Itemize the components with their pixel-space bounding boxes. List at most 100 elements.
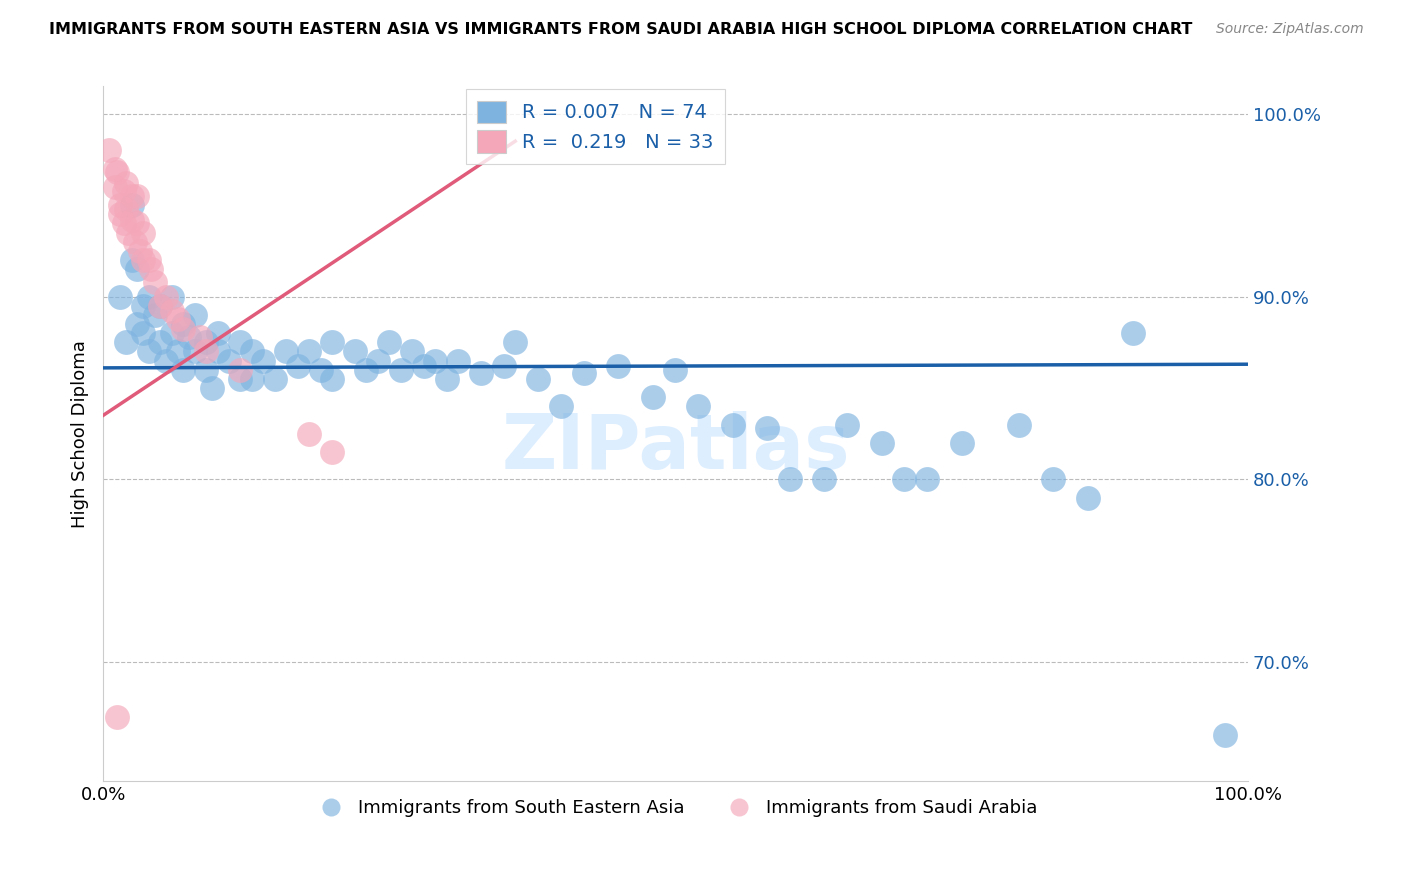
Point: [112, 184, 135, 198]
Point: [229, 335, 252, 350]
Point: [166, 344, 188, 359]
Point: [503, 335, 526, 350]
Point: [121, 253, 143, 268]
Point: [117, 226, 139, 240]
Point: [155, 289, 177, 303]
Point: [893, 472, 915, 486]
Point: [160, 289, 183, 303]
Point: [132, 299, 155, 313]
Y-axis label: High School Diploma: High School Diploma: [72, 340, 89, 527]
Point: [207, 344, 229, 359]
Point: [356, 362, 378, 376]
Point: [105, 710, 128, 724]
Point: [412, 359, 434, 373]
Point: [240, 344, 263, 359]
Point: [813, 472, 835, 486]
Point: [183, 344, 205, 359]
Point: [143, 275, 166, 289]
Point: [138, 344, 160, 359]
Point: [321, 372, 343, 386]
Point: [572, 367, 595, 381]
Text: IMMIGRANTS FROM SOUTH EASTERN ASIA VS IMMIGRANTS FROM SAUDI ARABIA HIGH SCHOOL D: IMMIGRANTS FROM SOUTH EASTERN ASIA VS IM…: [49, 22, 1192, 37]
Point: [950, 435, 973, 450]
Point: [527, 372, 550, 386]
Point: [423, 353, 446, 368]
Point: [252, 353, 274, 368]
Point: [229, 372, 252, 386]
Point: [121, 189, 143, 203]
Point: [195, 344, 218, 359]
Text: ZIPatlas: ZIPatlas: [501, 410, 849, 484]
Point: [110, 207, 132, 221]
Point: [149, 299, 172, 313]
Point: [112, 217, 135, 231]
Point: [367, 353, 389, 368]
Point: [378, 335, 401, 350]
Point: [1042, 472, 1064, 486]
Point: [721, 417, 744, 432]
Point: [1008, 417, 1031, 432]
Point: [103, 180, 125, 194]
Point: [110, 198, 132, 212]
Point: [447, 353, 470, 368]
Point: [103, 161, 125, 176]
Legend: Immigrants from South Eastern Asia, Immigrants from Saudi Arabia: Immigrants from South Eastern Asia, Immi…: [307, 791, 1045, 824]
Point: [837, 417, 859, 432]
Point: [127, 217, 149, 231]
Point: [190, 330, 212, 344]
Point: [1213, 728, 1236, 742]
Point: [127, 189, 149, 203]
Point: [1122, 326, 1144, 340]
Point: [287, 359, 309, 373]
Point: [401, 344, 423, 359]
Point: [143, 308, 166, 322]
Point: [121, 212, 143, 227]
Point: [115, 176, 138, 190]
Point: [124, 235, 146, 249]
Point: [155, 353, 177, 368]
Point: [664, 362, 686, 376]
Point: [97, 144, 120, 158]
Point: [756, 421, 779, 435]
Point: [779, 472, 801, 486]
Point: [138, 289, 160, 303]
Point: [641, 390, 664, 404]
Point: [229, 362, 252, 376]
Point: [128, 244, 150, 258]
Point: [298, 426, 321, 441]
Point: [127, 317, 149, 331]
Point: [149, 335, 172, 350]
Point: [688, 399, 710, 413]
Point: [149, 299, 172, 313]
Point: [141, 262, 163, 277]
Point: [207, 326, 229, 340]
Point: [470, 367, 492, 381]
Point: [172, 322, 194, 336]
Point: [195, 362, 218, 376]
Point: [550, 399, 572, 413]
Point: [160, 304, 183, 318]
Point: [160, 326, 183, 340]
Point: [110, 289, 132, 303]
Point: [195, 335, 218, 350]
Point: [607, 359, 630, 373]
Point: [132, 226, 155, 240]
Point: [127, 262, 149, 277]
Point: [115, 202, 138, 216]
Point: [436, 372, 458, 386]
Point: [115, 335, 138, 350]
Point: [132, 326, 155, 340]
Point: [321, 335, 343, 350]
Point: [309, 362, 332, 376]
Point: [917, 472, 939, 486]
Point: [121, 198, 143, 212]
Point: [263, 372, 285, 386]
Point: [343, 344, 366, 359]
Point: [172, 362, 194, 376]
Point: [138, 253, 160, 268]
Point: [389, 362, 412, 376]
Text: Source: ZipAtlas.com: Source: ZipAtlas.com: [1216, 22, 1364, 37]
Point: [177, 330, 200, 344]
Point: [105, 165, 128, 179]
Point: [1077, 491, 1099, 505]
